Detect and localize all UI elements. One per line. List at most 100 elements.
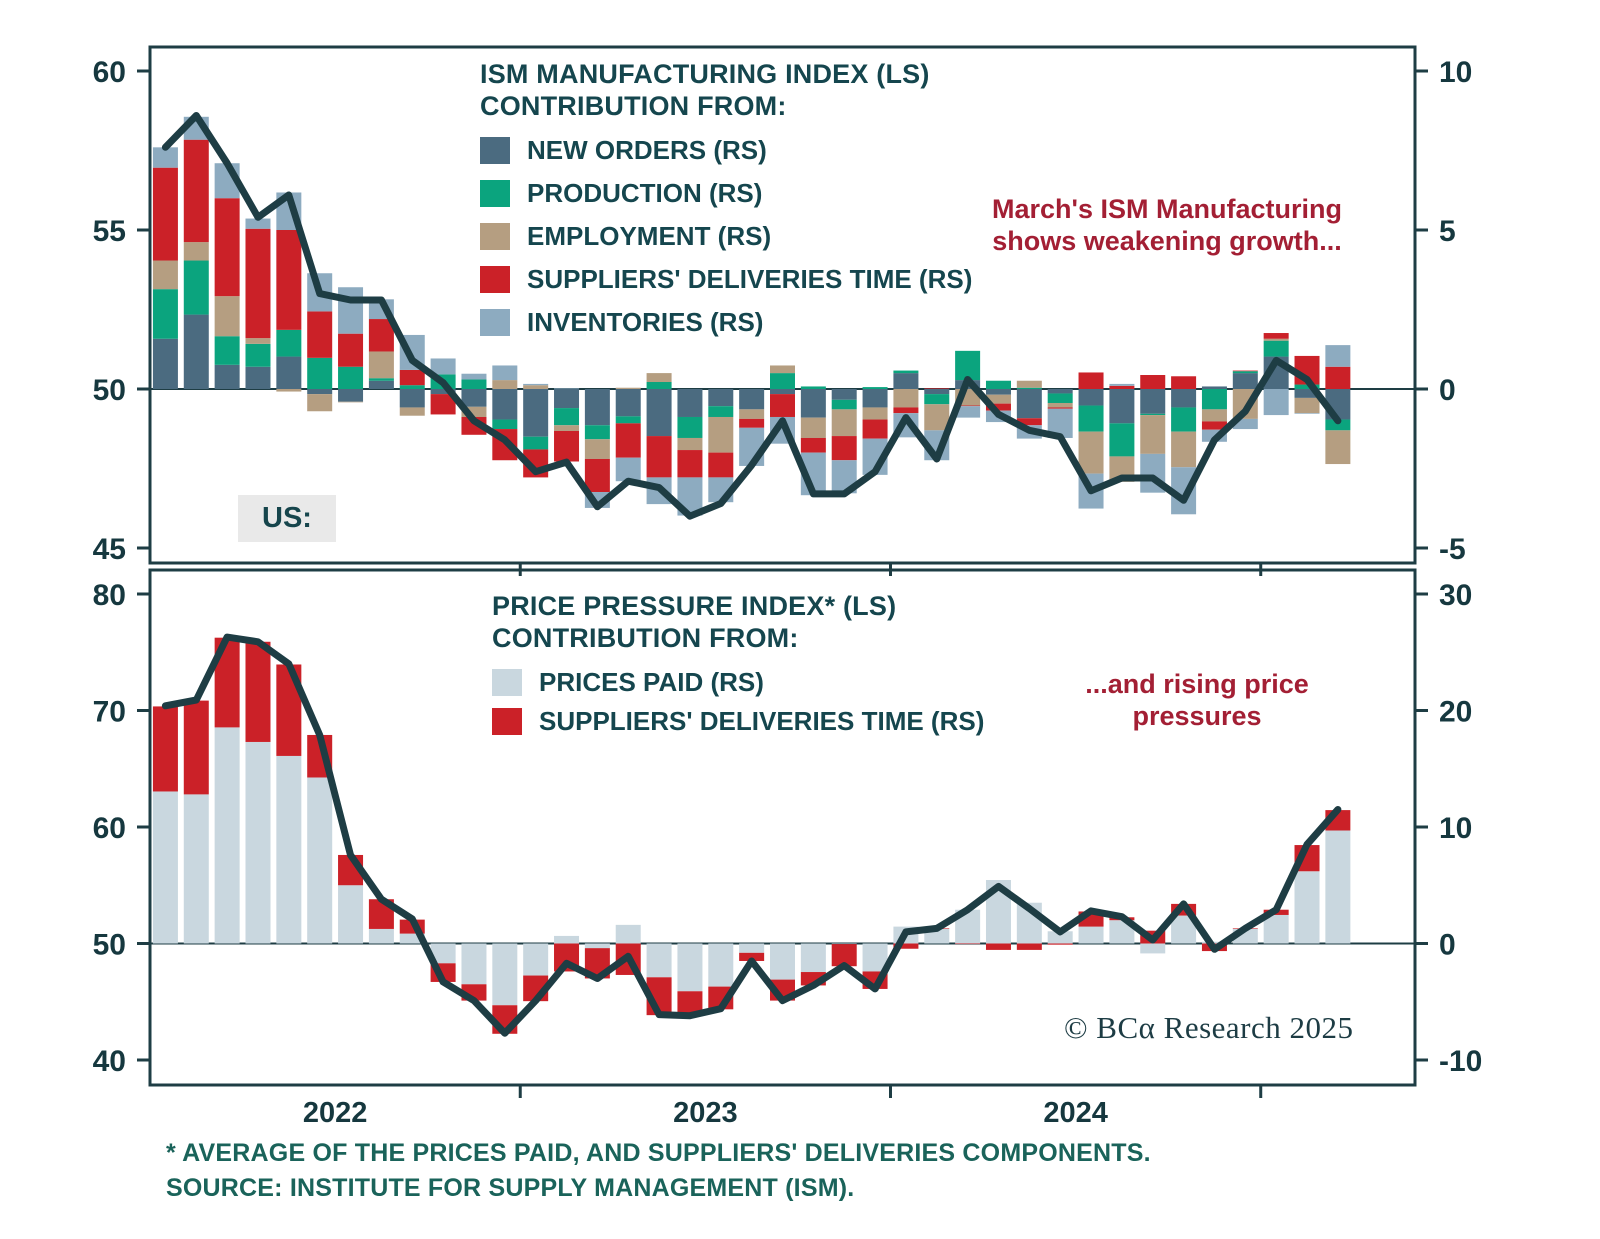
bar-segment-inventories <box>615 457 641 482</box>
right-axis-label: 30 <box>1439 579 1472 612</box>
legend-item-new-orders: NEW ORDERS (RS) <box>480 135 972 165</box>
bar-segment-production <box>1201 389 1227 410</box>
legend-item-production: PRODUCTION (RS) <box>480 178 972 208</box>
bar-segment-prices-paid <box>770 943 795 980</box>
bar-segment-inventories <box>955 406 981 418</box>
bar-segment-prices-paid <box>338 885 364 944</box>
bar-segment-suppliers-deliveries-time <box>893 943 919 949</box>
x-axis-year-label: 2024 <box>1043 1097 1108 1129</box>
bar-segment-suppliers-deliveries-time <box>831 944 857 967</box>
bar-segment-employment <box>461 406 487 417</box>
bar-segment-production <box>677 416 703 438</box>
right-axis-label: 20 <box>1439 695 1472 728</box>
bar-segment-suppliers-deliveries-time <box>399 369 425 386</box>
annotation-top-line2: shows weakening growth... <box>992 226 1342 256</box>
bar-segment-employment <box>800 417 826 438</box>
left-axis-label: 60 <box>93 812 126 845</box>
bar-segment-suppliers-deliveries-time <box>276 230 302 330</box>
legend-item-suppliers-deliveries-bottom: SUPPLIERS' DELIVERIES TIME (RS) <box>492 706 984 736</box>
bar-segment-new-orders <box>307 389 333 395</box>
bar-segment-new-orders <box>245 366 271 389</box>
bar-segment-inventories <box>245 218 271 229</box>
top-chart-title: ISM MANUFACTURING INDEX (LS) <box>480 59 930 89</box>
bar-segment-new-orders <box>554 389 580 409</box>
bar-segment-production <box>1047 393 1073 403</box>
bar-segment-suppliers-deliveries-time <box>1325 366 1351 389</box>
bottom-chart-title: PRICE PRESSURE INDEX* (LS) <box>492 591 897 621</box>
bar-segment-suppliers-deliveries-time <box>708 452 734 478</box>
bar-segment-employment <box>739 409 765 419</box>
bar-segment-suppliers-deliveries-time <box>1171 376 1197 389</box>
bottom-index-line <box>161 633 1342 1037</box>
bar-segment-production <box>1016 387 1042 389</box>
bar-segment-suppliers-deliveries-time <box>1078 372 1104 389</box>
bar-segment-suppliers-deliveries-time <box>985 403 1011 411</box>
bar-segment-suppliers-deliveries-time <box>245 228 271 339</box>
bar-segment-inventories <box>338 287 364 334</box>
bar-segment-employment <box>307 394 333 412</box>
bar-segment-prices-paid <box>368 928 394 944</box>
bar-segment-new-orders <box>770 389 795 395</box>
bar-segment-production <box>1263 340 1289 357</box>
bar-segment-suppliers-deliveries-time <box>1140 375 1166 389</box>
legend-item-inventories: INVENTORIES (RS) <box>480 307 972 337</box>
x-axis-year-label: 2023 <box>673 1097 738 1129</box>
bar-segment-production <box>152 289 178 339</box>
bar-segment-employment <box>615 387 641 389</box>
bar-segment-employment <box>893 389 919 408</box>
bar-segment-suppliers-deliveries-time <box>770 394 795 417</box>
top-legend-heading: CONTRIBUTION FROM: <box>480 91 787 121</box>
right-axis-label: 10 <box>1439 56 1472 89</box>
bar-segment-new-orders <box>1078 389 1104 406</box>
bar-segment-employment <box>1325 430 1351 465</box>
bar-segment-new-orders <box>1171 389 1197 408</box>
bar-segment-suppliers-deliveries-time <box>1016 943 1042 950</box>
bar-segment-prices-paid <box>430 943 456 964</box>
bar-segment-suppliers-deliveries-time <box>739 418 765 428</box>
footnote-line2: SOURCE: INSTITUTE FOR SUPPLY MANAGEMENT … <box>166 1174 855 1202</box>
bar-segment-new-orders <box>276 356 302 389</box>
bar-segment-production <box>800 386 826 389</box>
left-axis-label: 60 <box>93 56 126 89</box>
bar-segment-prices-paid <box>554 935 580 944</box>
bar-segment-production <box>523 436 549 450</box>
footnote: * AVERAGE OF THE PRICES PAID, AND SUPPLI… <box>166 1136 1151 1206</box>
bar-segment-production <box>1232 371 1258 374</box>
bar-segment-inventories <box>152 147 178 168</box>
bar-segment-prices-paid <box>1047 931 1073 944</box>
bar-segment-prices-paid <box>1201 941 1227 944</box>
bar-segment-production <box>554 408 580 426</box>
bar-segment-employment <box>924 404 950 431</box>
bar-segment-suppliers-deliveries-time <box>368 319 394 352</box>
bar-segment-suppliers-deliveries-time <box>677 450 703 478</box>
bar-segment-production <box>1325 419 1351 431</box>
right-axis-label: 0 <box>1439 928 1456 961</box>
legend-item-employment: EMPLOYMENT (RS) <box>480 221 972 251</box>
bar-segment-suppliers-deliveries-time <box>1201 421 1227 430</box>
bar-segment-employment <box>1140 415 1166 454</box>
legend-top-items: NEW ORDERS (RS) PRODUCTION (RS) EMPLOYME… <box>480 135 972 337</box>
bar-segment-new-orders <box>152 338 178 389</box>
bar-segment-new-orders <box>831 389 857 400</box>
bar-segment-new-orders <box>800 389 826 418</box>
bar-segment-prices-paid <box>183 794 209 944</box>
bar-segment-production <box>985 380 1011 389</box>
bar-segment-employment <box>1294 397 1320 414</box>
left-axis-label: 50 <box>93 928 126 961</box>
bar-segment-prices-paid <box>1325 830 1351 944</box>
bar-segment-prices-paid <box>307 777 333 944</box>
bar-segment-suppliers-deliveries-time <box>245 641 271 742</box>
bar-segment-suppliers-deliveries-time <box>214 198 240 297</box>
bar-segment-production <box>368 378 394 381</box>
bar-segment-employment <box>831 409 857 437</box>
left-axis-label: 40 <box>93 1045 126 1078</box>
bar-segment-employment <box>523 385 549 389</box>
top-index-line <box>161 112 1342 520</box>
bar-segment-suppliers-deliveries-time <box>615 423 641 458</box>
bar-segment-suppliers-deliveries-time <box>584 458 610 493</box>
right-axis-label: 10 <box>1439 812 1472 845</box>
annotation-bottom-line1: ...and rising price <box>1085 669 1309 699</box>
bar-segment-employment <box>214 296 240 337</box>
